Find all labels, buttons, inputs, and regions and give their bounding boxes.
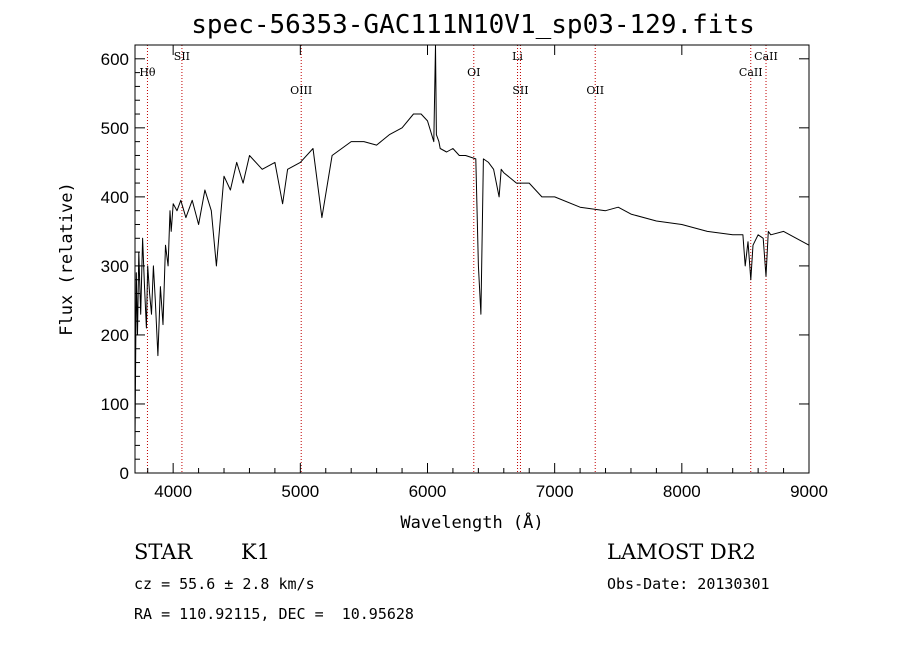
x-tick-label: 8000 — [663, 482, 701, 501]
y-axis-title: Flux (relative) — [57, 182, 77, 336]
object-subclass: K1 — [241, 540, 271, 564]
spectrum-plot: spec-56353-GAC111N10V1_sp03-129.fits Hθ S… — [57, 10, 828, 533]
line-marker-label: OIII — [290, 84, 312, 97]
line-marker-label: OII — [586, 84, 604, 97]
spectrum-line — [134, 44, 810, 446]
chart-title: spec-56353-GAC111N10V1_sp03-129.fits — [191, 10, 755, 40]
x-tick-label: 4000 — [154, 482, 192, 501]
line-marker-label: Li — [512, 50, 523, 63]
x-tick-label: 9000 — [790, 482, 828, 501]
y-tick-label: 100 — [101, 395, 129, 414]
axis-ticks: 4000 5000 6000 7000 8000 9000 0 100 200 300 400 500… — [101, 45, 828, 501]
line-marker-label: Hθ — [139, 66, 156, 79]
survey-name: LAMOST DR2 — [607, 540, 756, 564]
y-tick-label: 600 — [101, 50, 129, 69]
y-tick-label: 500 — [101, 119, 129, 138]
line-markers: Hθ SII OIII OI Li SII OII CaII CaII — [139, 45, 778, 473]
obs-date-text: Obs-Date: 20130301 — [607, 575, 770, 593]
line-marker-label: CaII — [739, 66, 763, 79]
line-marker-label: SII — [174, 50, 190, 63]
coordinates-text: RA = 110.92115, DEC = 10.95628 — [134, 605, 414, 623]
line-marker-label: SII — [512, 84, 528, 97]
redshift-text: cz = 55.6 ± 2.8 km/s — [134, 575, 315, 593]
plot-frame — [134, 44, 810, 474]
x-tick-label: 7000 — [536, 482, 574, 501]
y-tick-label: 300 — [101, 257, 129, 276]
object-class: STAR — [134, 540, 193, 564]
x-axis-title: Wavelength (Å) — [400, 511, 543, 533]
y-tick-label: 200 — [101, 326, 129, 345]
y-tick-label: 0 — [120, 464, 129, 483]
line-marker-label: CaII — [754, 50, 778, 63]
line-marker-label: OI — [467, 66, 480, 79]
x-tick-label: 6000 — [409, 482, 447, 501]
x-tick-label: 5000 — [281, 482, 319, 501]
y-tick-label: 400 — [101, 188, 129, 207]
